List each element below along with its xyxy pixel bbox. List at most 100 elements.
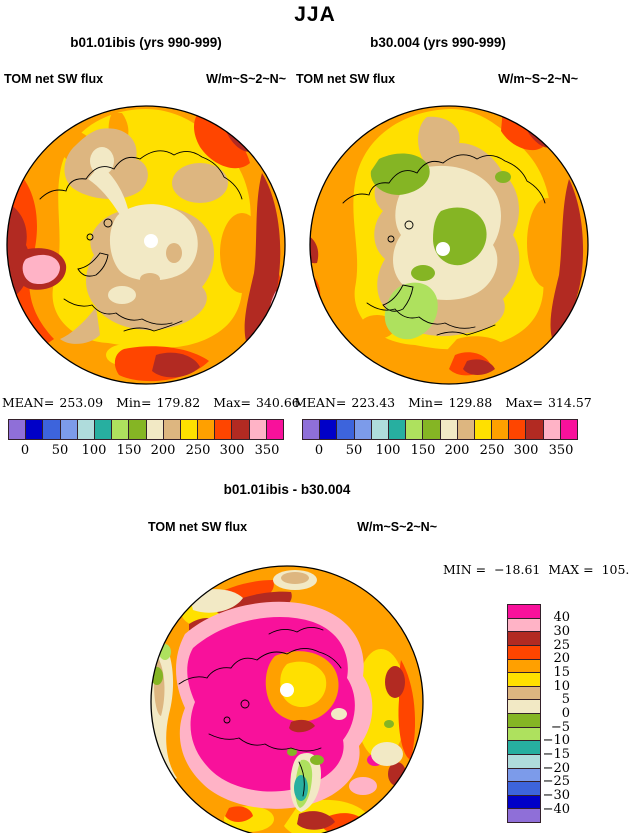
colorbar-tick: 5 — [561, 692, 570, 707]
colorbar-tick: 15 — [553, 665, 570, 680]
colorbar-horizontal — [8, 419, 284, 440]
colorbar-cell — [508, 605, 540, 618]
colorbar-cell — [214, 420, 232, 439]
panel-b01-01ibis: b01.01ibis (yrs 990-999) TOM net SW flux… — [2, 32, 300, 462]
colorbar-tick: 100 — [81, 443, 107, 458]
minmax-line: MIN = −18.61 MAX = 105.88 — [443, 562, 630, 577]
variable-label: TOM net SW flux — [296, 72, 396, 86]
colorbar-cell — [508, 726, 540, 741]
colorbar-cell — [508, 740, 540, 754]
colorbar-vertical — [507, 604, 541, 823]
colorbar-tick: 150 — [116, 443, 142, 458]
colorbar-cell — [508, 781, 540, 795]
min-label: Min= — [116, 395, 152, 410]
figure-title: JJA — [294, 3, 336, 26]
colorbar-cell — [93, 420, 112, 439]
colorbar-tick: 25 — [553, 638, 570, 653]
colorbar-cell — [456, 420, 474, 439]
min-label: MIN = — [443, 562, 487, 577]
colorbar-cell — [9, 420, 26, 439]
map-boundary-circle — [6, 105, 286, 385]
colorbar-cell — [508, 753, 540, 768]
variable-label: TOM net SW flux — [148, 520, 248, 534]
colorbar-cell — [508, 420, 526, 439]
colorbar-cell — [405, 420, 423, 439]
panel-label-row: TOM net SW flux W/m~S~2~N~ — [4, 72, 286, 86]
stats-line: MEAN= 253.09 Min= 179.82 Max= 340.66 — [2, 395, 300, 410]
colorbar-cell — [248, 420, 266, 439]
colorbar-cell — [508, 767, 540, 782]
colorbar-cell — [319, 420, 337, 439]
colorbar-ticks: 0 50 100 150 200 250 300 350 — [296, 443, 584, 459]
min-value: 179.82 — [156, 395, 201, 410]
colorbar-cell — [25, 420, 43, 439]
colorbar-cell — [59, 420, 77, 439]
difference-title: b01.01ibis - b30.004 — [223, 482, 351, 497]
colorbar-cell — [387, 420, 406, 439]
max-label: Max= — [505, 395, 543, 410]
units-label: W/m~S~2~N~ — [498, 72, 578, 86]
colorbar-cell — [370, 420, 388, 439]
colorbar-cell — [559, 420, 577, 439]
max-label: MAX = — [548, 562, 594, 577]
colorbar-tick: 300 — [219, 443, 245, 458]
colorbar-cell — [179, 420, 198, 439]
max-value: 105.88 — [601, 562, 630, 577]
colorbar-cell — [542, 420, 560, 439]
colorbar-cell — [508, 631, 540, 645]
colorbar-tick: 0 — [314, 443, 324, 458]
map-boundary-circle — [150, 565, 424, 833]
mean-label: MEAN= — [294, 395, 347, 410]
colorbar-tick: −40 — [542, 802, 570, 817]
colorbar-cell — [231, 420, 249, 439]
colorbar-cell — [508, 644, 540, 659]
polar-map-svg — [6, 105, 286, 385]
panel-label-row: TOM net SW flux W/m~S~2~N~ — [296, 72, 578, 86]
colorbar-cell — [508, 658, 540, 673]
mean-label: MEAN= — [2, 395, 55, 410]
colorbar-cell — [76, 420, 94, 439]
colorbar-tick: 50 — [51, 443, 69, 458]
colorbar-cell — [111, 420, 129, 439]
max-value: 314.57 — [547, 395, 592, 410]
colorbar-cell — [508, 808, 540, 822]
panel-subtitle: b30.004 (yrs 990-999) — [370, 35, 506, 50]
colorbar-tick: 350 — [254, 443, 280, 458]
colorbar-tick: 0 — [561, 706, 570, 721]
min-value: 129.88 — [448, 395, 493, 410]
polar-map-b01-01ibis — [4, 103, 288, 387]
mean-value: 253.09 — [59, 395, 104, 410]
colorbar-cell — [145, 420, 163, 439]
colorbar-tick: 100 — [375, 443, 401, 458]
colorbar-tick: 20 — [553, 651, 570, 666]
colorbar-cell — [508, 672, 540, 686]
colorbar-tick: 250 — [479, 443, 505, 458]
polar-map-svg — [309, 105, 589, 385]
colorbar-cell — [508, 617, 540, 632]
colorbar-cell — [265, 420, 283, 439]
colorbar-tick: 40 — [553, 610, 570, 625]
colorbar-cell — [508, 713, 540, 727]
colorbar-tick: −20 — [542, 761, 570, 776]
colorbar-tick: −15 — [542, 747, 570, 762]
colorbar-cell — [508, 699, 540, 713]
colorbar-tick: 150 — [410, 443, 436, 458]
colorbar-tick: 350 — [548, 443, 574, 458]
colorbar-tick: 50 — [345, 443, 363, 458]
units-label: W/m~S~2~N~ — [206, 72, 286, 86]
pole-hole — [436, 242, 450, 256]
colorbar-tick: 0 — [20, 443, 30, 458]
colorbar-cell — [525, 420, 543, 439]
colorbar-cell — [42, 420, 60, 439]
colorbar-cell — [197, 420, 215, 439]
colorbar-cell — [353, 420, 371, 439]
pole-hole — [144, 234, 158, 248]
colorbar-cell — [162, 420, 180, 439]
colorbar-cell — [508, 794, 540, 809]
colorbar-ticks: 0 50 100 150 200 250 300 350 — [2, 443, 290, 459]
colorbar-cell — [473, 420, 492, 439]
min-label: Min= — [408, 395, 444, 410]
colorbar-tick: −30 — [542, 788, 570, 803]
colorbar-tick: 10 — [553, 679, 570, 694]
